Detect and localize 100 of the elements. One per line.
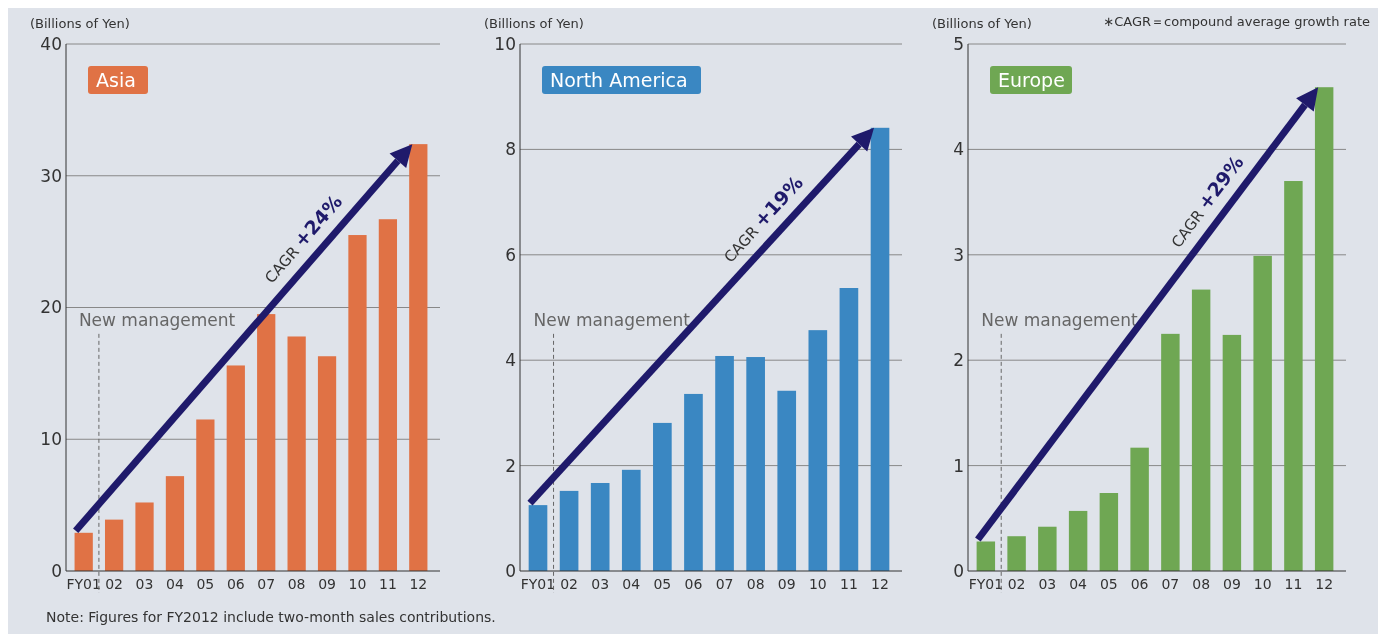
- bar: [135, 502, 154, 571]
- y-tick-label: 10: [40, 429, 62, 450]
- x-tick-label: 06: [684, 576, 703, 592]
- x-tick-label: 03: [591, 576, 610, 592]
- bar: [317, 356, 337, 571]
- annotation: New management: [78, 309, 236, 330]
- bar: [1099, 493, 1119, 571]
- x-tick-label: 07: [1161, 576, 1180, 592]
- y-tick-label: 3: [953, 244, 964, 265]
- bar: [590, 482, 610, 571]
- y-tick-label: 4: [505, 350, 516, 371]
- bar: [1068, 510, 1088, 571]
- x-tick-label: 05: [1099, 576, 1118, 592]
- x-tick-label: 11: [840, 576, 858, 592]
- bar: [287, 336, 306, 571]
- bar: [976, 541, 996, 571]
- x-tick-label: 02: [105, 576, 124, 592]
- bar: [409, 144, 428, 571]
- y-axis-title: (Billions of Yen): [30, 16, 130, 31]
- y-tick-label: 40: [40, 33, 62, 54]
- text: Note: Figures for FY2012 include two-month sales contributions.: [46, 609, 496, 625]
- y-axis-title: (Billions of Yen): [484, 16, 584, 31]
- y-axis-title: (Billions of Yen): [932, 16, 1032, 31]
- x-tick-label: FY01: [66, 576, 101, 592]
- x-tick-label: 02: [560, 576, 578, 592]
- bar: [74, 532, 93, 571]
- bar: [1161, 333, 1180, 571]
- annotation: New management: [533, 309, 691, 330]
- y-tick-label: 4: [953, 139, 964, 160]
- bar: [1191, 289, 1211, 571]
- text: Europe: [998, 69, 1065, 91]
- y-tick-label: 5: [953, 33, 964, 54]
- bar: [1222, 334, 1242, 571]
- bar: [528, 505, 548, 571]
- x-tick-label: 03: [135, 576, 154, 592]
- bar: [684, 393, 703, 571]
- x-tick-label: 09: [777, 576, 796, 592]
- bar: [104, 519, 124, 571]
- x-tick-label: 03: [1038, 576, 1057, 592]
- x-tick-label: 10: [808, 576, 827, 592]
- x-tick-label: FY01: [520, 576, 556, 592]
- x-tick-label: 07: [715, 576, 734, 592]
- bar: [1314, 87, 1334, 571]
- y-tick-label: 20: [40, 297, 62, 318]
- bar: [808, 330, 828, 571]
- x-tick-label: 12: [871, 576, 889, 592]
- bar: [870, 127, 890, 571]
- x-tick-label: 09: [318, 576, 336, 592]
- x-tick-label: 12: [1315, 576, 1334, 592]
- bar: [196, 419, 215, 571]
- text: North America: [550, 69, 688, 91]
- bar: [1284, 181, 1303, 571]
- x-tick-label: 05: [653, 576, 672, 592]
- bar: [559, 490, 579, 571]
- annotation: New management: [981, 309, 1138, 330]
- x-tick-label: 08: [287, 576, 306, 592]
- x-tick-label: 08: [746, 576, 765, 592]
- x-tick-label: 04: [166, 576, 184, 592]
- text: Asia: [96, 69, 136, 91]
- x-tick-label: 06: [226, 576, 245, 592]
- y-tick-label: 6: [505, 244, 516, 265]
- x-tick-label: 07: [257, 576, 276, 592]
- bar: [839, 288, 859, 571]
- x-tick-label: 05: [196, 576, 215, 592]
- bar: [715, 355, 734, 571]
- bar: [653, 422, 672, 571]
- y-tick-label: 30: [40, 165, 62, 186]
- y-tick-label: 1: [953, 455, 964, 476]
- x-tick-label: 09: [1222, 576, 1241, 592]
- bar: [378, 219, 398, 571]
- bar: [1038, 526, 1057, 571]
- x-tick-label: 04: [622, 576, 641, 592]
- text: ∗CAGR＝compound average growth rate: [1103, 14, 1370, 29]
- x-tick-label: 02: [1007, 576, 1026, 592]
- y-tick-label: 10: [494, 33, 516, 54]
- x-tick-label: 11: [1284, 576, 1303, 592]
- bar: [226, 365, 245, 571]
- y-tick-label: 2: [953, 350, 964, 371]
- x-tick-label: 04: [1069, 576, 1088, 592]
- y-tick-label: 2: [505, 455, 516, 476]
- bar: [348, 235, 367, 571]
- y-tick-label: 8: [505, 139, 516, 160]
- bar: [1130, 447, 1149, 571]
- y-tick-label: 0: [953, 560, 964, 581]
- x-tick-label: 12: [409, 576, 428, 592]
- x-tick-label: 10: [1253, 576, 1272, 592]
- bar: [777, 390, 797, 571]
- bar: [621, 469, 641, 571]
- bar: [1253, 255, 1272, 571]
- x-tick-label: 11: [378, 576, 397, 592]
- bar: [746, 357, 765, 571]
- bar: [165, 476, 185, 571]
- y-tick-label: 0: [505, 560, 516, 581]
- x-tick-label: 08: [1192, 576, 1211, 592]
- x-tick-label: FY01: [968, 576, 1004, 592]
- x-tick-label: 10: [348, 576, 367, 592]
- x-tick-label: 06: [1130, 576, 1149, 592]
- y-tick-label: 0: [51, 560, 62, 581]
- bar: [1007, 536, 1026, 571]
- bar: [257, 314, 276, 571]
